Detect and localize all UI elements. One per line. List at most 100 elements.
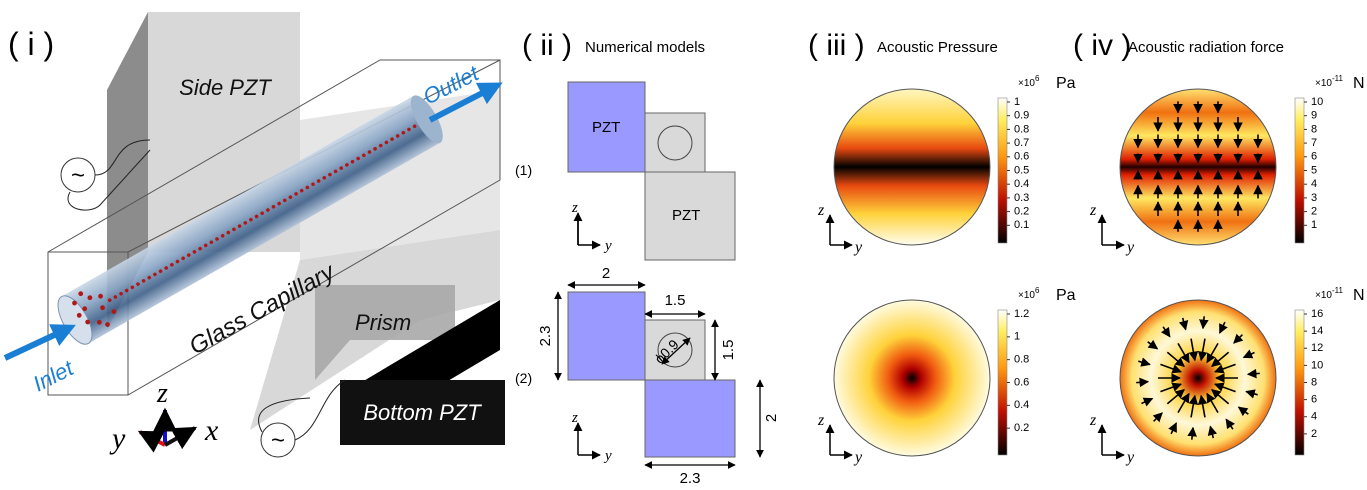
source-label: ~: [71, 162, 85, 189]
scale-exponent: 6: [1035, 286, 1040, 295]
colorbar-unit: N: [1353, 287, 1365, 304]
model-label: (1): [515, 162, 532, 178]
force-arrow: [1136, 382, 1148, 383]
colorbar-tick-label: 6: [1311, 394, 1317, 406]
colorbar-tick-label: 0.8: [1014, 123, 1029, 135]
scale-base: ×10: [1315, 290, 1332, 301]
panel-iii: ( iii ) Acoustic Pressure z y z y: [808, 29, 998, 466]
scale-base: ×10: [1018, 290, 1035, 301]
colorbar-scale: ×10-11: [1315, 286, 1343, 301]
scale-base: ×10: [1018, 78, 1035, 89]
colorbar-tick-label: 7: [1311, 137, 1317, 149]
inlet-label: Inlet: [29, 355, 78, 397]
colorbar-scale: ×10-11: [1315, 74, 1343, 89]
panel-title: Acoustic Pressure: [877, 39, 998, 56]
pzt-label: PZT: [592, 119, 620, 136]
colorbar-tick-label: 8: [1311, 376, 1317, 388]
colorbar-unit: Pa: [1056, 75, 1076, 92]
colorbar-scale: ×106: [1018, 74, 1040, 89]
colorbar-tick-label: 10: [1311, 359, 1323, 371]
axis-label: y: [603, 448, 612, 464]
colorbar-tick-label: 16: [1311, 308, 1323, 320]
colorbar-tick-label: 0.9: [1014, 110, 1029, 122]
axis-label: y: [109, 422, 126, 455]
colorbar-tick-label: 1: [1014, 331, 1020, 343]
colorbar-tick-label: 10: [1311, 96, 1323, 108]
colorbar-tick-label: 4: [1311, 411, 1317, 423]
axis-label: z: [817, 412, 825, 429]
axis-label: z: [156, 378, 168, 409]
colorbar-unit: N: [1353, 75, 1365, 92]
colorbar-tick-label: 0.4: [1014, 399, 1029, 411]
axis-label: y: [603, 238, 612, 254]
panel-label: ( i ): [8, 26, 54, 62]
pressure-field: [834, 300, 990, 456]
dimension-label: 2: [602, 265, 610, 282]
dimension-label: 1.5: [665, 292, 686, 309]
scale-exponent: -11: [1332, 286, 1344, 295]
colorbar-tick-label: 14: [1311, 325, 1323, 337]
colorbar-tick-label: 0.2: [1014, 206, 1029, 218]
axis-label: z: [817, 202, 825, 219]
pzt-label: PZT: [672, 207, 700, 224]
colorbar-scale: ×106: [1018, 286, 1040, 301]
axis-label: x: [204, 414, 219, 447]
dimension-label: 2: [763, 414, 780, 422]
axis-arrows: [578, 215, 600, 245]
axis-label: z: [571, 410, 578, 426]
panel-title: Acoustic radiation force: [1128, 39, 1284, 56]
figure: ( i ) Side PZT Prism Glass Capillary Out…: [0, 0, 1367, 490]
axis-label: z: [571, 200, 578, 216]
panel-label: ( iv ): [1073, 29, 1131, 62]
x-axis-arrow: [165, 428, 195, 445]
colorbar-tick-label: 2: [1311, 206, 1317, 218]
panel-label: ( ii ): [522, 29, 572, 62]
capillary-section: [658, 126, 692, 160]
force-arrow: [1248, 373, 1260, 374]
colorbar-tick-label: 12: [1311, 342, 1323, 354]
colorbar: [998, 310, 1007, 455]
colorbar-tick-label: 0.6: [1014, 376, 1029, 388]
colorbar-tick-label: 8: [1311, 123, 1317, 135]
colorbar: [998, 98, 1007, 243]
colorbar-tick-label: 0.8: [1014, 354, 1029, 366]
pressure-field: [834, 89, 990, 245]
panel-title: Numerical models: [585, 39, 705, 56]
colorbar-tick-label: 6: [1311, 151, 1317, 163]
axis-label: y: [1125, 239, 1135, 256]
force-field: [1120, 300, 1276, 456]
colorbar-tick-label: 0.7: [1014, 137, 1029, 149]
colorbar-tick-label: 0.5: [1014, 164, 1029, 176]
axis-label: z: [1089, 412, 1097, 429]
pzt-block: [568, 292, 645, 380]
panel-i: ( i ) Side PZT Prism Glass Capillary Out…: [5, 12, 505, 457]
axis-label: z: [1089, 202, 1097, 219]
scale-exponent: 6: [1035, 74, 1040, 83]
panel-iv: ( iv ) Acoustic radiation force z y z y: [1073, 29, 1284, 466]
colorbar-tick-label: 1.2: [1014, 308, 1029, 320]
colorbar-tick-label: 3: [1311, 192, 1317, 204]
dimension-label: 2.3: [680, 470, 701, 487]
colorbar: [1295, 98, 1304, 243]
side-pzt-label: Side PZT: [179, 75, 272, 100]
pzt-block: [645, 380, 735, 457]
colorbar-tick-label: 5: [1311, 164, 1317, 176]
colorbar-tick-label: 0.3: [1014, 192, 1029, 204]
dimension-label: 1.5: [720, 340, 737, 361]
scale-exponent: -11: [1332, 74, 1344, 83]
axis-label: y: [853, 449, 863, 466]
panel-label: ( iii ): [808, 29, 865, 62]
colorbar-tick-label: 4: [1311, 178, 1317, 190]
bottom-pzt-label: Bottom PZT: [363, 400, 482, 425]
colorbar-tick-label: 9: [1311, 110, 1317, 122]
colorbar-tick-label: 0.1: [1014, 219, 1029, 231]
colorbar-tick-label: 1: [1014, 96, 1020, 108]
colorbar-tick-label: 2: [1311, 428, 1317, 440]
prism-label: Prism: [355, 310, 411, 335]
colorbar-tick-label: 1: [1311, 219, 1317, 231]
y-axis-arrow: [140, 432, 165, 445]
axis-label: y: [1125, 449, 1135, 466]
panel-ii: ( ii ) Numerical models (1) PZT PZT z y …: [515, 29, 780, 487]
colorbar-unit: Pa: [1056, 287, 1076, 304]
axis-label: y: [853, 239, 863, 256]
